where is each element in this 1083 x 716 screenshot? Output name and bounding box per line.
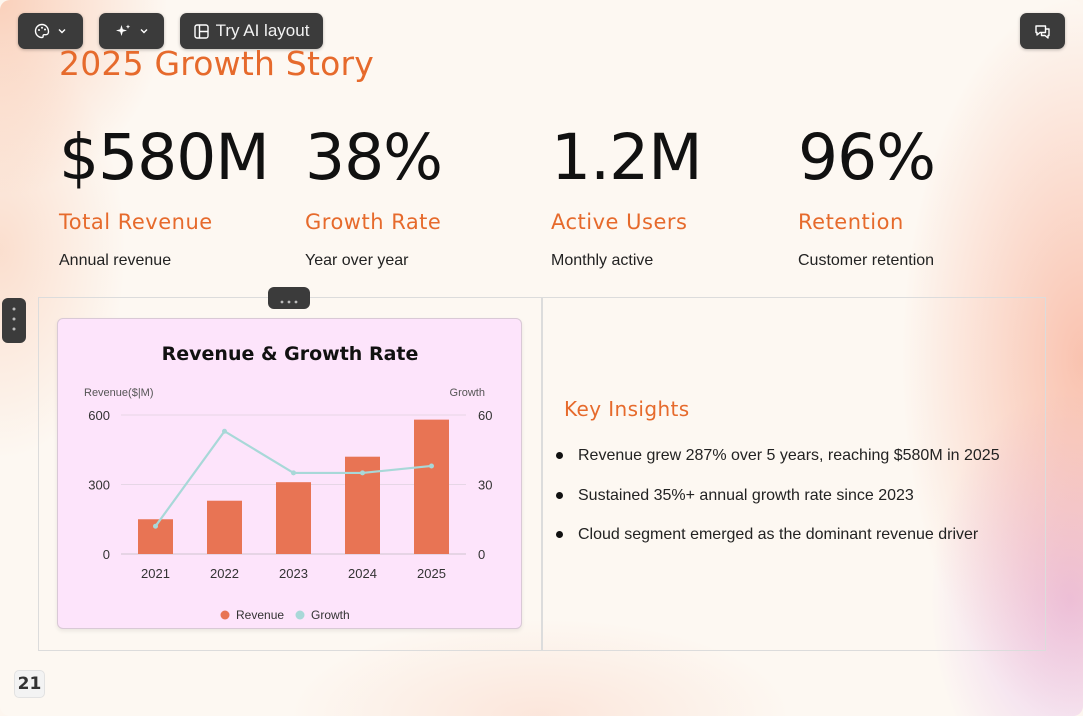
bullet-icon [556,491,563,499]
stat-label: Growth Rate [305,210,442,234]
bar-2023 [276,482,311,554]
x-tick-label: 2024 [348,566,377,581]
insight-text: Sustained 35%+ annual growth rate since … [578,486,914,504]
y-tick-label: 600 [88,408,110,423]
legend-revenue-label: Revenue [236,608,284,622]
stat-retention: 96% Retention Customer retention [798,118,1043,270]
insights-list: Revenue grew 287% over 5 years, reaching… [556,444,1026,563]
growth-point-2025 [429,463,434,469]
more-horizontal-icon [279,289,299,308]
y-tick-label: 0 [103,547,110,562]
growth-point-2021 [153,523,158,529]
list-item: Cloud segment emerged as the dominant re… [556,523,1026,563]
stat-label: Total Revenue [59,210,213,234]
slide-title: 2025 Growth Story [59,44,374,83]
palette-icon [34,23,50,39]
insights-title: Key Insights [564,397,690,421]
stat-growth-rate: 38% Growth Rate Year over year [305,118,550,270]
try-ai-layout-button[interactable]: Try AI layout [180,13,323,49]
try-ai-layout-label: Try AI layout [215,21,310,40]
revenue-growth-chart[interactable]: Revenue & Growth Rate Revenue($|M) Growth 0… [57,318,522,629]
x-tick-label: 2022 [210,566,239,581]
stat-value: 38% [305,121,443,194]
stat-description: Annual revenue [59,252,172,269]
stat-value: 96% [798,121,936,194]
ai-dropdown-button[interactable] [99,13,164,49]
growth-point-2023 [291,470,296,476]
bullet-icon [556,452,563,459]
theme-dropdown-button[interactable] [18,13,83,49]
stat-description: Monthly active [551,252,654,269]
insight-text: Revenue grew 287% over 5 years, reaching… [578,447,1000,464]
y-axis-label: Revenue($|M) [84,387,154,399]
legend-revenue-swatch [220,610,230,620]
y-axis-right-label: Growth [450,387,485,399]
column-divider[interactable] [541,297,543,651]
legend-growth-label: Growth [311,608,350,622]
chart-title: Revenue & Growth Rate [162,343,419,365]
y-tick-label-right: 30 [478,478,492,493]
stat-value: 1.2M [551,121,703,194]
stat-label: Active Users [551,210,688,234]
chart-svg: Revenue & Growth Rate Revenue($|M) Growth 0… [84,343,492,622]
bar-2022 [207,500,242,554]
list-item: Revenue grew 287% over 5 years, reaching… [556,444,1026,484]
legend-growth-swatch [295,610,305,620]
stat-value: $580M [59,121,270,194]
y-tick-label-right: 60 [478,408,492,423]
stat-label: Retention [798,210,904,234]
y-tick-label-right: 0 [478,547,485,562]
chevron-down-icon [57,26,67,36]
chevron-down-icon [139,26,149,36]
block-drag-handle[interactable] [268,287,310,309]
stat-description: Year over year [305,252,409,269]
x-tick-label: 2023 [279,566,308,581]
x-tick-label: 2025 [417,566,446,581]
stat-description: Customer retention [798,252,935,269]
page-number-badge: 21 [14,670,45,698]
stat-active-users: 1.2M Active Users Monthly active [551,118,796,270]
growth-point-2022 [222,428,227,434]
x-tick-label: 2021 [141,566,170,581]
bar-2025 [414,419,449,554]
comments-button[interactable] [1020,13,1065,49]
y-tick-label: 300 [88,478,110,493]
layout-icon [193,23,209,39]
sparkle-icon [115,23,132,40]
bullet-icon [556,531,563,538]
more-vertical-icon [12,306,16,336]
comment-icon [1034,24,1051,39]
insight-text: Cloud segment emerged as the dominant re… [578,526,979,543]
stat-total-revenue: $580M Total Revenue Annual revenue [59,118,304,270]
growth-point-2024 [360,470,365,476]
row-drag-handle[interactable] [2,298,26,343]
list-item: Sustained 35%+ annual growth rate since … [556,484,1026,524]
